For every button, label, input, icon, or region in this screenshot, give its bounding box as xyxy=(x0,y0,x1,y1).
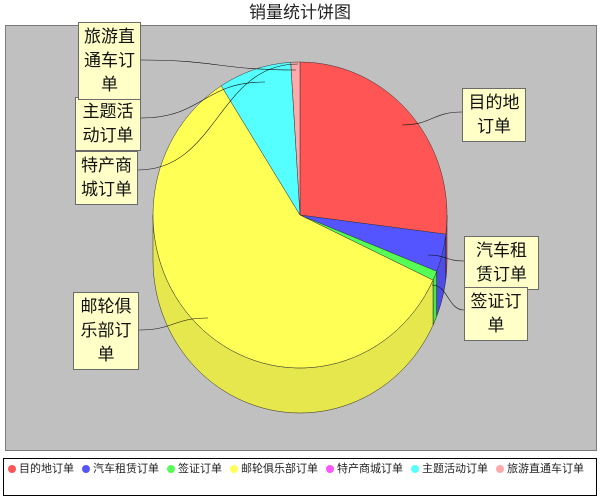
legend-item-2: 签证订单 xyxy=(167,461,222,477)
leader-line-1 xyxy=(427,254,465,262)
chart-title: 销量统计饼图 xyxy=(249,3,351,23)
slice-label-2: 签证订单 xyxy=(464,287,528,341)
slice-label-3: 邮轮俱 乐部订单 xyxy=(73,292,139,370)
legend-label-0: 目的地订单 xyxy=(19,462,74,475)
slice-label-6: 旅游直 通车订单 xyxy=(78,22,141,100)
pie-slice-6 xyxy=(290,61,301,216)
leader-line-2 xyxy=(431,284,465,311)
slice-label-0: 目的地 订单 xyxy=(462,88,526,142)
leader-line-4 xyxy=(137,63,299,171)
legend-label-3: 邮轮俱乐部订单 xyxy=(241,462,318,475)
pie-slice-0 xyxy=(299,61,448,235)
legend-item-6: 旅游直通车订单 xyxy=(496,461,584,477)
legend-label-4: 特产商城订单 xyxy=(337,462,403,475)
legend-label-5: 主题活动订单 xyxy=(422,462,488,475)
legend-item-3: 邮轮俱乐部订单 xyxy=(230,461,318,477)
legend-swatch-6 xyxy=(496,464,504,473)
legend: 目的地订单 汽车租赁订单 签证订单 邮轮俱乐部订单 特产商城订单 主题活动订单 旅游直通车订… xyxy=(3,458,597,496)
legend-label-1: 汽车租赁订单 xyxy=(93,462,159,475)
legend-swatch-1 xyxy=(82,464,90,473)
legend-item-4: 特产商城订单 xyxy=(326,461,403,477)
legend-swatch-5 xyxy=(411,464,419,473)
legend-label-2: 签证订单 xyxy=(178,462,222,475)
leader-line-5 xyxy=(140,81,266,119)
leader-line-0 xyxy=(401,111,463,126)
legend-item-1: 汽车租赁订单 xyxy=(82,461,159,477)
legend-label-6: 旅游直通车订单 xyxy=(507,462,584,475)
slice-label-5: 主题活 动订单 xyxy=(75,97,141,151)
legend-swatch-4 xyxy=(326,464,334,473)
legend-swatch-3 xyxy=(230,464,238,473)
slice-label-4: 特产商 城订单 xyxy=(75,151,138,205)
legend-item-5: 主题活动订单 xyxy=(411,461,488,477)
slice-label-1: 汽车租 赁订单 xyxy=(464,236,539,290)
legend-swatch-0 xyxy=(8,464,16,473)
legend-swatch-2 xyxy=(167,464,175,473)
legend-item-0: 目的地订单 xyxy=(8,461,74,477)
leader-line-6 xyxy=(140,59,297,71)
leader-line-3 xyxy=(138,317,209,331)
pie-slice-3 xyxy=(152,85,434,369)
